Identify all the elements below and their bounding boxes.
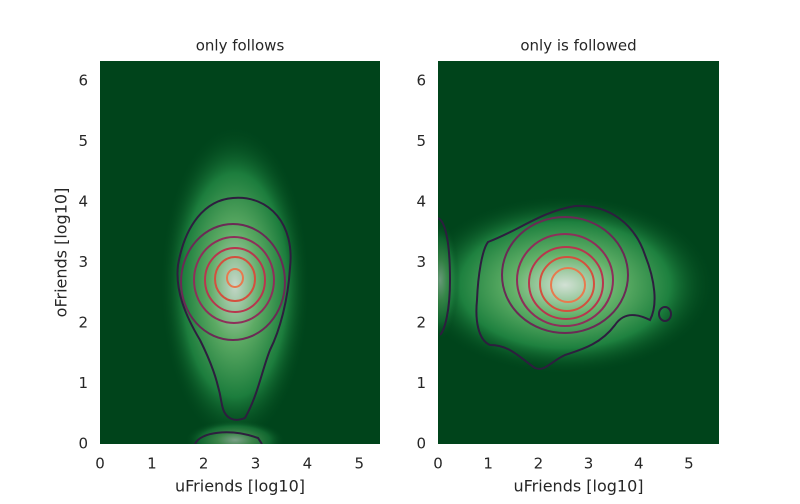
x-tick-label: 1 — [483, 455, 493, 473]
x-tick-label: 5 — [684, 455, 694, 473]
y-tick-label: 4 — [78, 192, 88, 210]
x-tick-label: 1 — [147, 455, 157, 473]
y-tick-label: 5 — [78, 132, 88, 150]
x-tick-label: 2 — [534, 455, 544, 473]
x-axis-label: uFriends [log10] — [514, 477, 644, 496]
x-tick-label: 5 — [354, 455, 364, 473]
chart-title: only follows — [196, 37, 285, 55]
density-contours — [160, 125, 310, 444]
y-tick-label: 0 — [78, 435, 88, 453]
x-tick-label: 4 — [303, 455, 313, 473]
y-tick-label: 2 — [78, 313, 88, 331]
y-tick-label: 5 — [416, 132, 426, 150]
x-tick-label: 0 — [433, 455, 443, 473]
density-contours — [438, 195, 715, 375]
chart-title: only is followed — [520, 37, 636, 55]
x-tick-label: 2 — [199, 455, 209, 473]
y-tick-label: 1 — [78, 374, 88, 392]
y-axis-label: oFriends [log10] — [52, 188, 71, 318]
y-tick-label: 6 — [78, 71, 88, 89]
y-tick-label: 4 — [416, 192, 426, 210]
x-axis-label: uFriends [log10] — [175, 477, 305, 496]
x-tick-label: 3 — [584, 455, 594, 473]
x-tick-label: 0 — [95, 455, 105, 473]
y-tick-label: 2 — [416, 313, 426, 331]
y-tick-label: 1 — [416, 374, 426, 392]
x-tick-label: 3 — [251, 455, 261, 473]
x-tick-label: 4 — [634, 455, 644, 473]
y-tick-label: 3 — [78, 253, 88, 271]
y-tick-label: 3 — [416, 253, 426, 271]
y-tick-label: 6 — [416, 71, 426, 89]
y-tick-label: 0 — [416, 435, 426, 453]
